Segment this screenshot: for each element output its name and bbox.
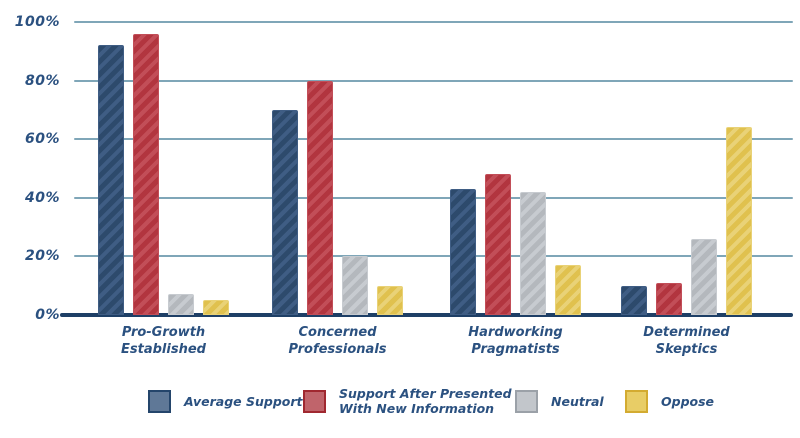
legend-label-average-support: Average Support — [184, 394, 303, 409]
gridline — [74, 196, 793, 199]
legend-label-line: Oppose — [661, 393, 715, 409]
category-label-line: Hardworking — [468, 325, 563, 340]
y-axis-tick-label: 100% — [14, 14, 60, 30]
legend-item-oppose: Oppose — [625, 389, 714, 413]
category-label-line: Pro-Growth — [121, 325, 206, 340]
category-label-line: Pragmatists — [471, 342, 560, 357]
bar-support-after-presented-with-new-information — [485, 174, 511, 315]
bar-support-after-presented-with-new-information — [307, 80, 333, 315]
category-label-line: Determined — [643, 325, 730, 340]
gridline — [74, 255, 793, 258]
bar-oppose — [203, 300, 229, 315]
category-label-hardworking-pragmatists: Hardworking Pragmatists — [436, 324, 596, 358]
gridline — [74, 21, 793, 23]
bar-support-after-presented-with-new-information — [656, 282, 682, 315]
legend-label-line: Average Support — [184, 393, 303, 409]
bar-neutral — [168, 294, 194, 315]
y-axis-tick-label: 80% — [24, 72, 60, 89]
category-label-line: Concerned — [298, 325, 377, 340]
bar-average-support — [621, 285, 647, 315]
bar-support-after-presented-with-new-information — [133, 33, 159, 315]
bar-average-support — [450, 189, 476, 315]
y-axis-tick-label: 40% — [24, 189, 60, 206]
category-label-line: Skeptics — [655, 342, 718, 357]
legend-label-line: Neutral — [551, 393, 604, 409]
category-label-line: Established — [121, 342, 206, 357]
legend-label-line: Support After Presented — [339, 386, 512, 401]
legend-item-support-after-presented-with-new-information: Support After Presented With New Informat… — [303, 386, 512, 416]
y-axis-tick-label: 0% — [35, 307, 60, 323]
y-axis-tick-label: 20% — [24, 248, 60, 265]
category-label-line: Professionals — [288, 342, 387, 357]
legend-label-neutral: Neutral — [551, 394, 604, 409]
legend-label-support-after-presented-with-new-information: Support After Presented With New Informat… — [339, 386, 512, 416]
legend-swatch-average-support — [148, 389, 171, 413]
legend-label-oppose: Oppose — [661, 394, 714, 409]
bar-oppose — [726, 127, 752, 315]
gridline — [74, 79, 793, 82]
legend-item-average-support: Average Support — [148, 389, 303, 413]
bar-oppose — [377, 285, 403, 315]
y-axis-tick-label: 60% — [24, 131, 60, 148]
bar-neutral — [342, 256, 368, 315]
bar-neutral — [520, 191, 546, 315]
legend-swatch-neutral — [515, 389, 538, 413]
gridline — [74, 138, 793, 141]
legend-swatch-oppose — [625, 389, 648, 413]
category-label-determined-skeptics: Determined Skeptics — [607, 324, 767, 358]
x-axis-line — [60, 313, 793, 317]
legend-label-line: With New Information — [339, 401, 495, 416]
bar-oppose — [555, 265, 581, 315]
legend-item-neutral: Neutral — [515, 389, 604, 413]
bar-average-support — [98, 45, 124, 315]
bar-average-support — [272, 109, 298, 315]
bar-neutral — [691, 238, 717, 315]
category-label-pro-growth-established: Pro-Growth Established — [84, 324, 244, 358]
legend-swatch-support-after-presented-with-new-information — [303, 389, 326, 413]
category-label-concerned-professionals: Concerned Professionals — [258, 324, 418, 358]
